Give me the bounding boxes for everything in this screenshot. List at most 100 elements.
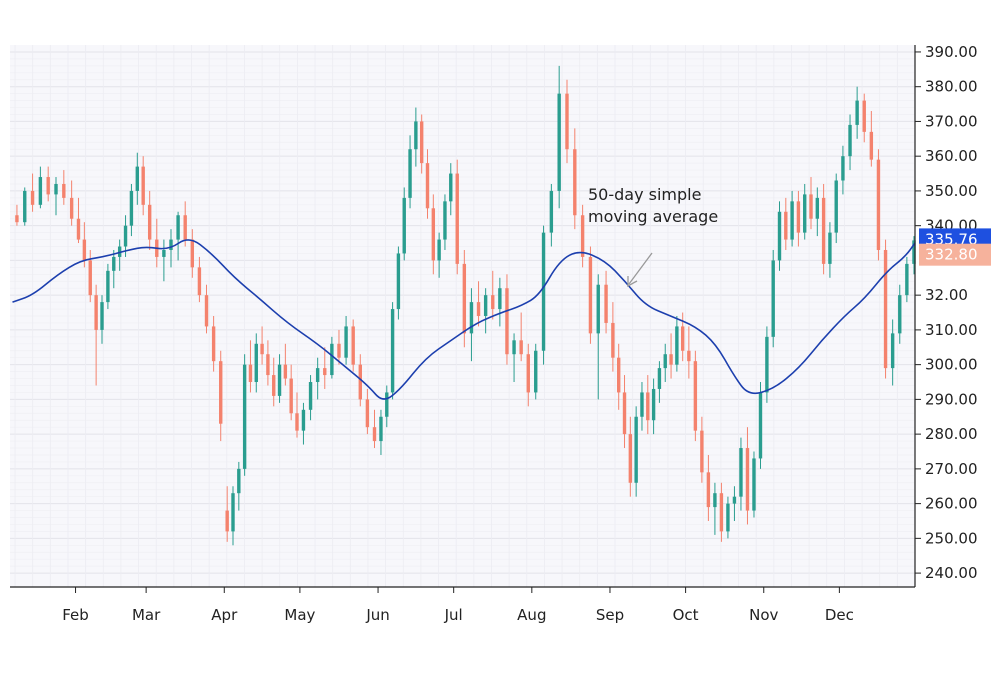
candle-body <box>622 392 627 435</box>
candle-body <box>219 361 223 424</box>
candle-body <box>693 361 698 431</box>
candle-body <box>211 326 216 362</box>
candle-body <box>351 326 355 365</box>
candle-body <box>437 239 441 261</box>
candle-body <box>848 124 852 157</box>
candle-body <box>248 364 253 383</box>
candle-body <box>295 413 299 431</box>
annotation-arrow-shaft <box>628 252 653 285</box>
candle-body <box>231 493 235 532</box>
x-ticks: Feb Mar Apr May Jun Jul Aug Sep Oct Nov Dec <box>62 587 854 624</box>
candle-body <box>604 284 608 323</box>
candle-body <box>512 340 516 355</box>
candle-body <box>498 288 502 310</box>
candle-body <box>855 100 859 125</box>
candle-body <box>719 493 724 532</box>
candle-body <box>272 375 276 396</box>
candle-body <box>713 493 717 508</box>
annotation-arrow-head <box>627 276 638 288</box>
candle-body <box>541 232 546 351</box>
candle-body <box>651 388 656 421</box>
candle-body <box>62 183 66 198</box>
x-tick-label: Aug <box>517 606 546 624</box>
candle-body <box>784 211 788 240</box>
prev-price-tag-bg <box>919 243 991 266</box>
candle-body <box>898 295 902 334</box>
candle-body <box>634 416 638 483</box>
candle-body <box>237 468 241 494</box>
candle-body <box>828 232 832 264</box>
candle-body <box>790 201 794 240</box>
candle-body <box>596 284 600 334</box>
candle-body <box>408 149 412 198</box>
candle-body <box>739 448 743 497</box>
annotation-line-2: moving average <box>588 207 718 226</box>
x-tick-label: Mar <box>132 606 161 624</box>
candle-body <box>82 239 87 261</box>
candle-body <box>675 326 679 365</box>
candle-body <box>23 190 27 223</box>
ma-annotation: 50-day simple moving average <box>588 185 718 288</box>
candle-body <box>469 302 474 334</box>
x-tick-label: May <box>284 606 315 624</box>
candle-body <box>106 270 110 303</box>
y-tick-label: 280.00 <box>925 425 978 443</box>
candle-body <box>190 239 195 268</box>
candle-body <box>549 190 554 233</box>
y-tick-label: 290.00 <box>925 390 978 408</box>
candle-body <box>752 458 756 511</box>
candle-body <box>141 166 145 205</box>
candle-body <box>455 173 459 264</box>
candle-body <box>732 496 737 504</box>
candle-body <box>129 190 134 226</box>
candle-body <box>94 295 98 330</box>
candle-body <box>565 93 569 150</box>
candle-body <box>135 166 140 191</box>
candle-body <box>88 260 92 296</box>
y-tick-label: 270.00 <box>925 460 978 478</box>
candle-body <box>372 427 377 442</box>
candle-body <box>557 93 561 191</box>
candle-body <box>519 340 523 355</box>
candle-body <box>726 503 730 532</box>
candle-body <box>706 472 711 508</box>
candle-body <box>573 149 577 216</box>
candle-body <box>260 343 264 355</box>
candle-body <box>54 183 58 195</box>
moving-average-line <box>12 239 916 400</box>
y-tick-label: 260.00 <box>925 495 978 513</box>
candle-body <box>476 302 481 316</box>
candle-body <box>162 249 166 257</box>
candle-body <box>15 215 19 223</box>
candle-body <box>283 364 288 379</box>
candle-body <box>242 364 247 469</box>
candle-body <box>76 218 81 240</box>
candle-body <box>876 159 881 250</box>
candle-body <box>777 211 782 261</box>
candle-body <box>905 263 909 296</box>
candle-body <box>687 350 691 362</box>
candle-body <box>344 326 348 358</box>
x-tick-label: Oct <box>673 606 699 624</box>
candle-body <box>425 163 430 209</box>
candle-body <box>385 392 389 417</box>
y-tick-label: 250.00 <box>925 529 978 547</box>
y-tick-label: 310.00 <box>925 321 978 339</box>
candle-body <box>483 295 488 316</box>
candle-body <box>616 357 621 393</box>
candle-body <box>821 197 826 264</box>
x-tick-label: Jun <box>365 606 389 624</box>
candle-body <box>462 263 467 334</box>
candle-body <box>841 156 845 181</box>
x-tick-label: Jul <box>444 606 463 624</box>
y-tick-label: 380.00 <box>925 78 978 96</box>
y-tick-label: 32.00 <box>925 286 968 304</box>
candle-body <box>890 333 895 369</box>
y-tick-label: 350.00 <box>925 182 978 200</box>
y-tick-label: 390.00 <box>925 43 978 61</box>
candle-body <box>611 322 615 358</box>
candle-body <box>771 260 775 337</box>
candle-body <box>390 309 395 393</box>
candle-body <box>700 430 704 473</box>
